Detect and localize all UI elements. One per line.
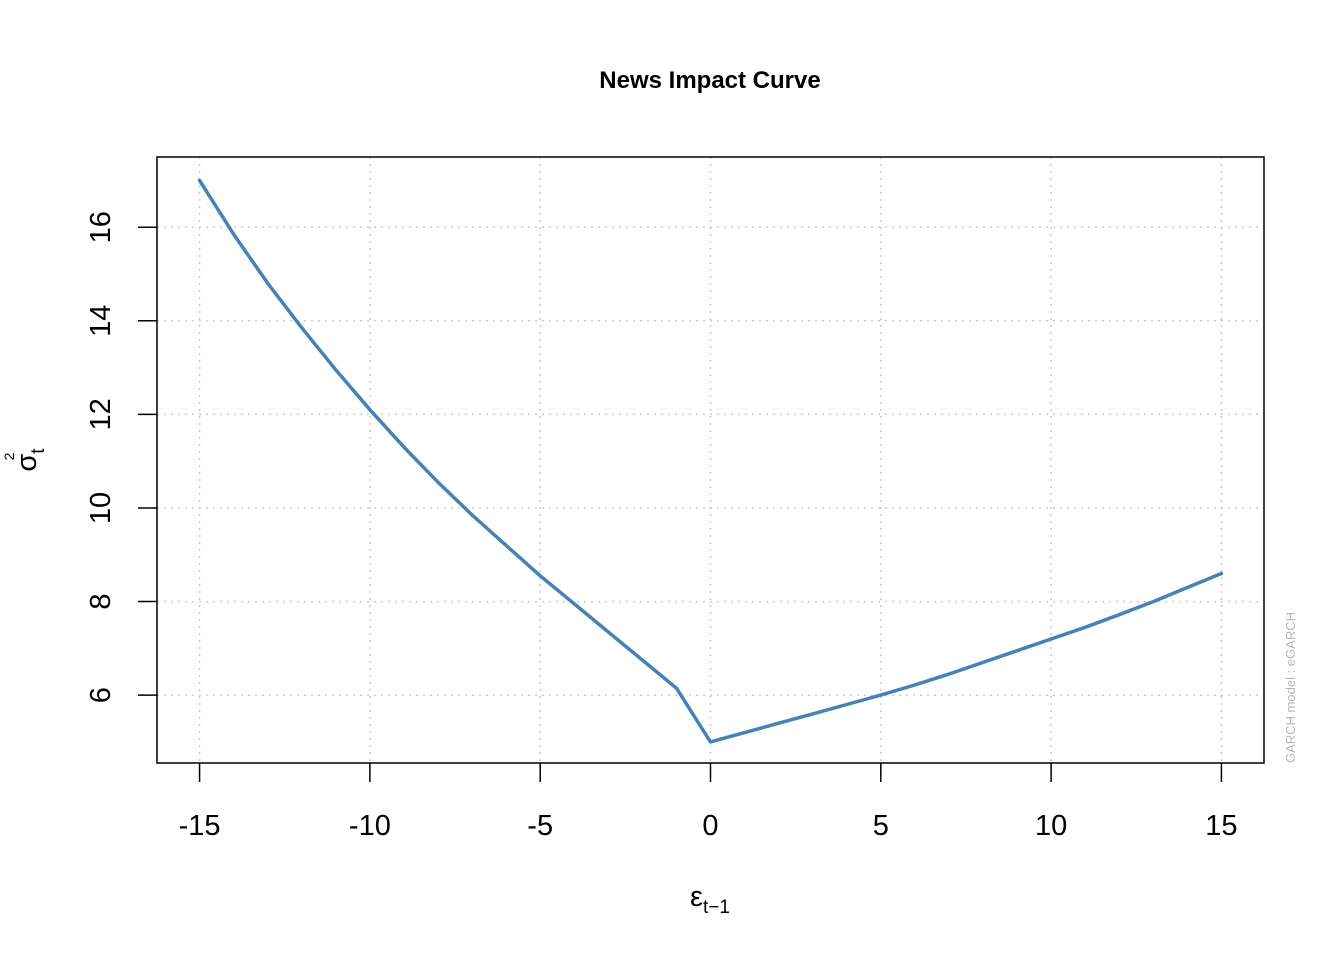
y-tick-label: 16 — [85, 211, 117, 243]
y-tick-label: 14 — [85, 305, 117, 337]
x-tick-label: 0 — [702, 810, 718, 842]
y-axis-label: σt2 — [1, 448, 49, 472]
y-tick-label: 12 — [85, 398, 117, 430]
y-tick-label: 6 — [85, 687, 117, 703]
x-tick-label: -5 — [527, 810, 553, 842]
y-tick-label: 10 — [85, 492, 117, 524]
x-tick-label: 5 — [873, 810, 889, 842]
chart-title: News Impact Curve — [599, 67, 820, 94]
news-impact-line — [197, 178, 1224, 744]
x-tick-label: 15 — [1205, 810, 1237, 842]
x-tick-label: 10 — [1035, 810, 1067, 842]
y-axis: 6 8 10 12 14 16 — [85, 211, 157, 703]
x-axis: -15 -10 -5 0 5 10 15 — [179, 763, 1238, 842]
grid — [157, 157, 1264, 763]
x-tick-label: -10 — [349, 810, 391, 842]
x-tick-label: -15 — [179, 810, 221, 842]
x-axis-label: εt−1 — [690, 881, 730, 918]
y-tick-label: 8 — [85, 593, 117, 609]
model-watermark: GARCH model : eGARCH — [1283, 612, 1298, 763]
